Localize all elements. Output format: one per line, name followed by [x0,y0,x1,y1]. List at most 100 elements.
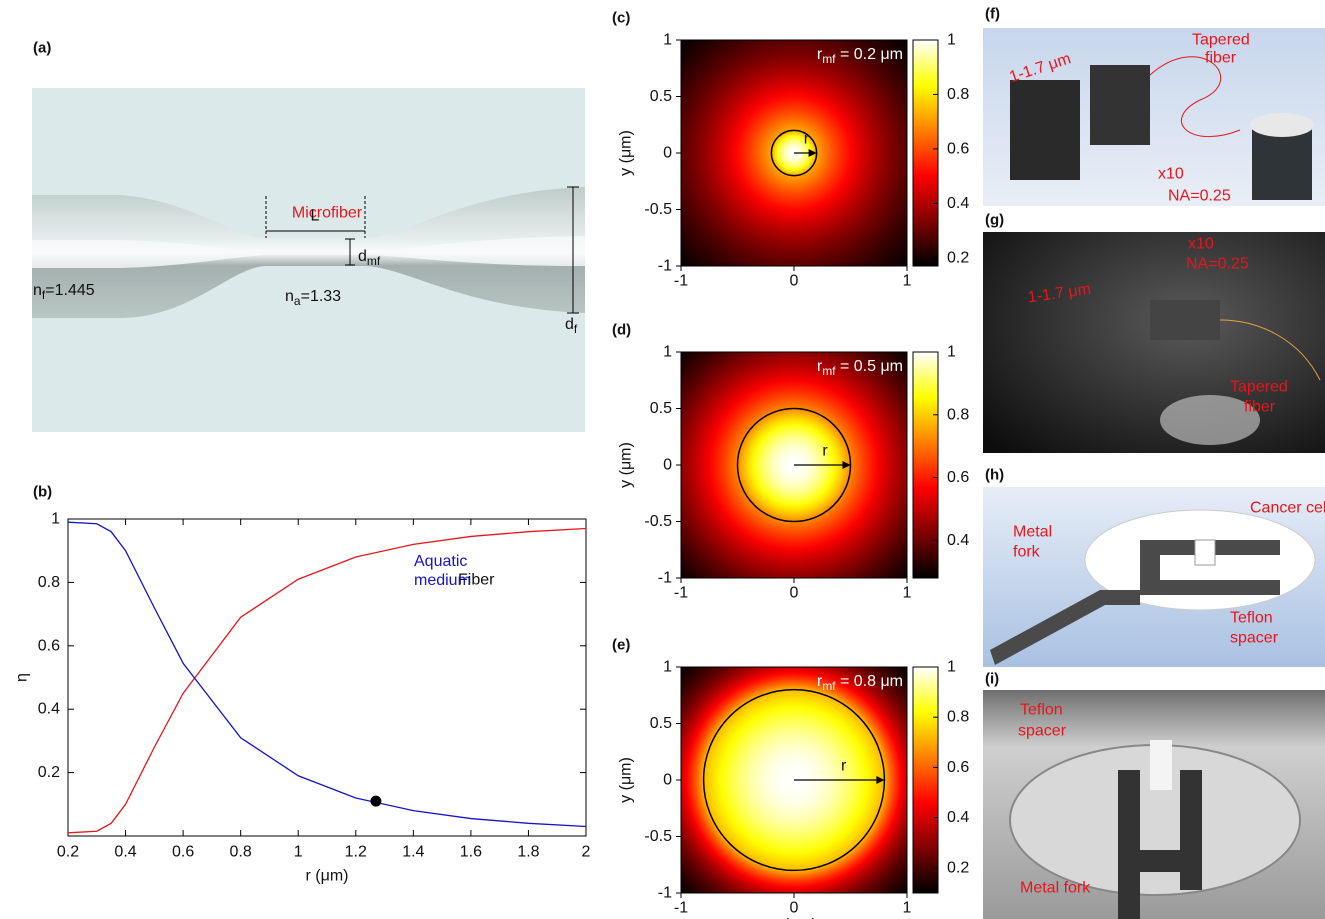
colorbar-tick-label: 0.4 [947,809,969,826]
label-rest: =1.33 [301,288,342,305]
colorbar-tick-label: 0.2 [947,859,969,876]
x-tick-label: 0.8 [230,844,252,861]
colorbar-tick-label: 0.8 [947,709,969,726]
figure: Microfiber L (a)(b)(c)(d)(e)(f)(g)(h)(i)… [0,0,1325,919]
panel-label: (d) [612,322,631,339]
photo-label: x10 [1158,166,1184,183]
panel-label: (f) [985,6,1000,23]
photo-object [1118,770,1140,919]
x-tick-label: -1 [674,585,688,602]
y-axis-label: y (μm) [618,757,635,803]
label-rest: = 0.8 μm [836,673,903,690]
panel-label: (c) [612,10,630,27]
highlight-point [370,796,381,807]
x-tick-label: 1 [903,900,912,917]
colorbar-tick-label: 0.6 [947,140,969,157]
plot-frame [68,519,586,836]
x-tick-label: 1.6 [460,844,482,861]
label-sub: mf [822,364,836,378]
radius-label: r [804,131,810,148]
colorbar-tick-label: 1 [947,32,956,49]
y-tick-label: 0.5 [650,400,672,417]
x-tick-label: -1 [674,273,688,290]
y-axis-label: y (μm) [618,130,635,176]
y-tick-label: 0.6 [38,637,60,654]
photo-label: Teflon [1230,610,1273,627]
y-tick-label: -0.5 [644,828,672,845]
x-tick-label: 0.2 [57,844,79,861]
colorbar-tick-label: 0.2 [947,249,969,266]
panel-label: (b) [33,484,52,501]
y-axis-label: η [14,673,31,682]
x-tick-label: 0 [790,585,799,602]
panel-label: (h) [985,467,1004,484]
y-tick-label: -1 [658,258,672,275]
x-axis-label: r (μm) [306,868,349,885]
y-tick-label: 0 [663,457,672,474]
photo-label: Metal [1013,524,1052,541]
colorbar [913,352,938,578]
photo-label: Teflon [1020,702,1063,719]
label-base: d [358,248,367,265]
photo-label: NA=0.25 [1168,188,1231,205]
photo-object [1250,113,1314,137]
photo-label: x10 [1188,236,1214,253]
label-sub: mf [822,679,836,693]
label-sub: mf [822,52,836,66]
y-tick-label: -0.5 [644,513,672,530]
y-tick-label: 0.2 [38,764,60,781]
colorbar [913,40,938,266]
photo-label: fiber [1205,50,1237,67]
y-axis-label: y (μm) [618,442,635,488]
photo-object [1150,300,1220,340]
label: L [311,208,320,225]
colorbar-tick-label: 1 [947,344,956,361]
radius-label: r [822,443,828,460]
y-tick-label: 1 [663,344,672,361]
colorbar-tick-label: 0.4 [947,195,969,212]
y-tick-label: -1 [658,885,672,902]
x-tick-label: 0.4 [114,844,136,861]
colorbar-tick-label: 0.8 [947,406,969,423]
label-rest: =1.445 [45,282,94,299]
label-base: n [33,282,42,299]
x-tick-label: 1 [294,844,303,861]
colorbar-tick-label: 0.4 [947,532,969,549]
label: Microfiber [292,205,363,222]
y-tick-label: 1 [51,511,60,528]
x-tick-label: 2 [582,844,591,861]
photo-object [1090,65,1150,145]
x-tick-label: 0 [790,900,799,917]
photo-object [1195,540,1215,565]
photo [983,232,1325,453]
panel-label: (a) [33,40,51,57]
y-tick-label: 1 [663,32,672,49]
y-tick-label: 1 [663,659,672,676]
x-tick-label: 1 [903,273,912,290]
y-tick-label: 0.4 [38,701,60,718]
x-tick-label: 1.4 [402,844,424,861]
colorbar-tick-label: 1 [947,659,956,676]
y-tick-label: 0.5 [650,715,672,732]
y-tick-label: 0.8 [38,574,60,591]
colorbar-tick-label: 0.6 [947,759,969,776]
x-tick-label: 0.6 [172,844,194,861]
photo-label: fiber [1244,399,1276,416]
radius-label: r [841,758,847,775]
y-tick-label: -1 [658,570,672,587]
series-label: Aquatic medium [414,552,504,590]
x-tick-label: 1.8 [517,844,539,861]
panel-label: (e) [612,637,630,654]
y-tick-label: 0 [663,145,672,162]
photo-label: fork [1013,544,1041,561]
label-rest: = 0.2 μm [836,46,903,63]
y-tick-label: 0 [663,772,672,789]
photo-object [1120,850,1202,872]
photo-object [1150,740,1172,790]
panel-label: (g) [985,212,1004,229]
panel-a-drawing: Microfiber L [32,88,585,432]
photo-label: Metal fork [1020,880,1091,897]
photo-panels [983,28,1325,919]
photo-label: spacer [1230,630,1279,647]
x-tick-label: 1 [903,585,912,602]
